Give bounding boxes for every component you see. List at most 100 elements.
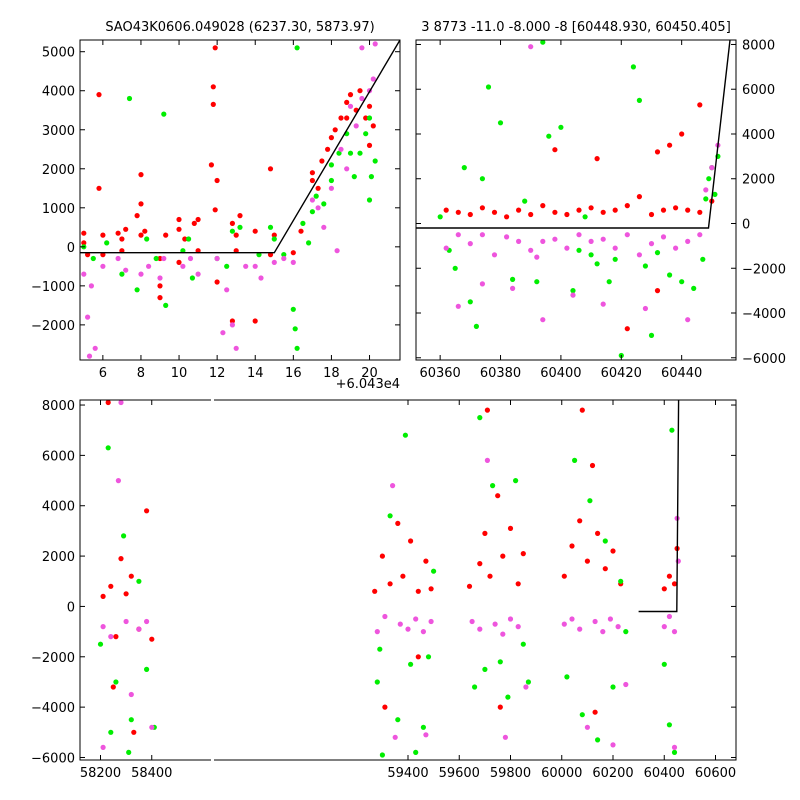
y-tick-label: −2000 — [31, 651, 75, 666]
data-point-green — [654, 250, 661, 256]
data-point-red — [100, 232, 106, 238]
data-point-green — [576, 247, 582, 253]
data-point-red — [157, 295, 163, 301]
data-point-red — [113, 634, 119, 640]
data-point-red — [379, 553, 385, 559]
data-point-magenta — [588, 238, 594, 244]
data-point-red — [344, 99, 350, 105]
data-point-red — [366, 142, 373, 148]
data-point-green — [163, 302, 169, 308]
x-tick-label: 60400 — [540, 366, 581, 381]
data-point-green — [595, 737, 601, 743]
plot-area — [97, 400, 681, 758]
x-tick-label: 59600 — [439, 766, 480, 781]
plot-area — [80, 40, 400, 359]
data-point-magenta — [359, 45, 365, 51]
data-point-magenta — [405, 626, 411, 632]
x-tick-label: 20 — [361, 366, 378, 381]
data-point-green — [108, 729, 114, 735]
data-point-magenta — [612, 245, 618, 251]
data-point-magenta — [607, 616, 614, 622]
data-point-green — [671, 749, 678, 756]
data-point-green — [144, 666, 150, 673]
data-point-red — [584, 558, 591, 564]
axes-frame — [415, 39, 737, 361]
data-point-green — [630, 64, 637, 70]
data-point-magenta — [321, 224, 327, 230]
data-point-green — [126, 749, 132, 756]
y-tick-label: 1000 — [42, 202, 75, 217]
data-point-magenta — [504, 234, 510, 240]
data-point-magenta — [697, 232, 703, 238]
data-point-red — [466, 583, 473, 589]
data-point-green — [113, 679, 119, 685]
data-point-green — [224, 263, 230, 269]
data-point-red — [138, 232, 144, 238]
data-point-red — [138, 201, 144, 207]
data-point-red — [229, 318, 235, 324]
x-tick-label: 14 — [247, 366, 264, 381]
data-point-magenta — [569, 616, 575, 622]
data-point-green — [306, 240, 312, 246]
data-point-green — [408, 661, 414, 667]
data-point-red — [119, 248, 125, 254]
panel-title: 3 8773 -11.0 -8.000 -8 [60448.930, 60450… — [421, 20, 731, 35]
data-point-green — [374, 679, 380, 685]
data-point-green — [579, 712, 585, 718]
data-point-magenta — [243, 263, 249, 269]
data-point-green — [679, 279, 685, 285]
data-point-red — [210, 101, 216, 107]
data-point-magenta — [671, 744, 678, 751]
x-tick-label: 6 — [99, 366, 107, 381]
data-point-green — [281, 252, 287, 258]
data-point-magenta — [507, 616, 514, 622]
y-tick-label: 4000 — [42, 500, 75, 515]
data-point-red — [100, 593, 106, 600]
data-point-green — [669, 427, 675, 433]
data-point-red — [624, 203, 630, 209]
data-point-green — [623, 629, 629, 635]
data-point-green — [321, 201, 327, 207]
data-point-magenta — [570, 292, 576, 298]
data-point-red — [624, 326, 630, 332]
data-point-magenta — [359, 95, 365, 102]
data-point-red — [191, 220, 197, 226]
data-point-red — [319, 158, 325, 164]
data-point-red — [138, 172, 144, 178]
data-point-green — [425, 654, 432, 660]
data-point-green — [509, 276, 516, 282]
model-line — [80, 40, 400, 254]
data-point-red — [482, 530, 488, 537]
data-point-red — [491, 209, 498, 215]
data-point-red — [602, 566, 608, 572]
data-point-red — [552, 209, 558, 215]
x-tick-label: 10 — [171, 366, 188, 381]
data-point-green — [467, 299, 473, 305]
y-tick-label: 3000 — [42, 124, 75, 139]
data-point-green — [387, 513, 393, 519]
data-point-green — [136, 578, 142, 584]
data-point-red — [595, 530, 601, 537]
data-point-magenta — [328, 185, 334, 191]
data-point-magenta — [455, 232, 461, 238]
data-point-magenta — [584, 724, 591, 730]
data-point-green — [180, 248, 186, 254]
data-point-green — [700, 256, 706, 262]
data-point-magenta — [334, 248, 340, 254]
x-tick-label: 58400 — [131, 766, 172, 781]
data-point-green — [606, 279, 612, 285]
data-point-magenta — [540, 317, 546, 323]
data-point-green — [706, 176, 712, 182]
data-point-red — [395, 520, 401, 527]
data-point-magenta — [309, 197, 315, 203]
data-point-red — [479, 205, 485, 211]
data-point-red — [455, 209, 461, 215]
data-point-magenta — [128, 691, 134, 698]
data-point-green — [229, 228, 235, 234]
data-point-red — [552, 147, 558, 153]
data-point-green — [558, 124, 564, 130]
data-point-magenta — [600, 301, 606, 307]
data-point-magenta — [146, 263, 152, 269]
data-point-magenta — [515, 624, 521, 630]
